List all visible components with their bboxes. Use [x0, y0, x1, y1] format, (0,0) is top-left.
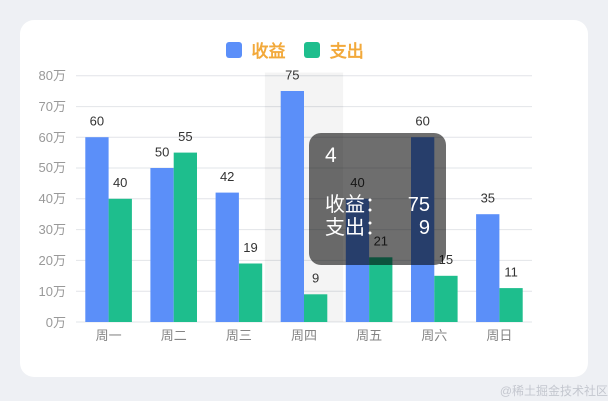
svg-text:42: 42: [220, 169, 234, 184]
svg-text:60: 60: [415, 114, 429, 129]
svg-text:30万: 30万: [39, 222, 66, 237]
svg-text:11: 11: [504, 265, 518, 280]
svg-text:70万: 70万: [39, 99, 66, 114]
svg-text:周三: 周三: [226, 328, 252, 343]
svg-text:75: 75: [285, 67, 299, 82]
svg-text:周一: 周一: [96, 328, 122, 343]
svg-text:周五: 周五: [356, 328, 382, 343]
svg-text:0万: 0万: [46, 315, 66, 330]
svg-text:40万: 40万: [39, 191, 66, 206]
svg-text:周二: 周二: [161, 328, 187, 343]
svg-text:20万: 20万: [39, 253, 66, 268]
svg-text:40: 40: [113, 175, 127, 190]
svg-text:周日: 周日: [486, 328, 512, 343]
svg-text:80万: 80万: [39, 68, 66, 83]
svg-text:50万: 50万: [39, 160, 66, 175]
svg-text:10万: 10万: [39, 284, 66, 299]
svg-text:60: 60: [90, 114, 104, 129]
svg-text:19: 19: [243, 240, 257, 255]
svg-text:9: 9: [312, 271, 319, 286]
svg-text:35: 35: [481, 191, 495, 206]
svg-text:50: 50: [155, 144, 169, 159]
svg-text:55: 55: [178, 129, 192, 144]
svg-text:周四: 周四: [291, 328, 317, 343]
svg-text:60万: 60万: [39, 130, 66, 145]
svg-text:周六: 周六: [421, 328, 447, 343]
